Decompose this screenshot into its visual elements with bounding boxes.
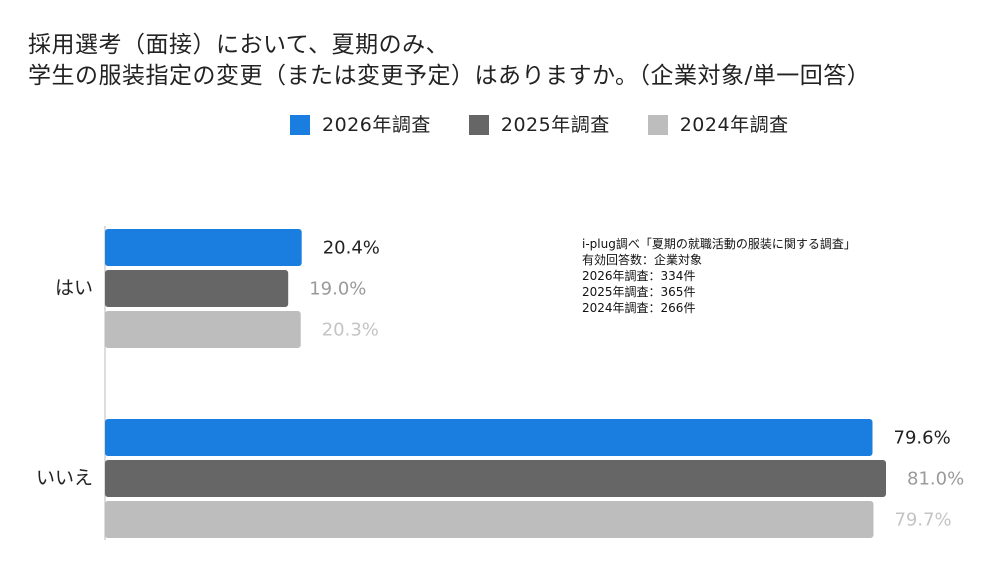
chart-legend: 2026年調査 2025年調査 2024年調査 bbox=[290, 111, 827, 139]
data-label: 81.0% bbox=[907, 469, 964, 490]
data-label: 19.0% bbox=[309, 279, 366, 300]
chart-title-line-2: 学生の服装指定の変更（または変更予定）はありますか。（企業対象/単一回答） bbox=[28, 63, 871, 89]
legend-label-2025: 2025年調査 bbox=[500, 114, 610, 136]
bar-2025-yes bbox=[105, 270, 289, 307]
data-label: 20.4% bbox=[323, 238, 380, 259]
chart-title: 採用選考（面接）において、夏期のみ、 学生の服装指定の変更（または変更予定）はあ… bbox=[28, 30, 968, 92]
bar-2024-no bbox=[105, 501, 874, 538]
bar-2026-yes bbox=[105, 229, 302, 266]
legend-swatch-2025 bbox=[468, 115, 489, 135]
bar-2024-yes bbox=[105, 311, 301, 348]
legend-item-2024: 2024年調査 bbox=[647, 114, 789, 136]
bar-2026-no bbox=[105, 419, 873, 456]
source-note-line: 2026年調査：334件 bbox=[582, 269, 696, 283]
legend-item-2026: 2026年調査 bbox=[290, 114, 431, 136]
data-label: 20.3% bbox=[322, 320, 379, 341]
chart-title-line-1: 採用選考（面接）において、夏期のみ、 bbox=[28, 32, 450, 58]
source-note-line: 2025年調査：365件 bbox=[582, 285, 696, 299]
source-note-line: i-plug調べ「夏期の就職活動の服装に関する調査」 bbox=[582, 237, 856, 251]
category-label: いいえ bbox=[36, 467, 93, 489]
category-label: はい bbox=[55, 277, 93, 299]
data-label: 79.6% bbox=[894, 428, 951, 449]
bar-2025-no bbox=[105, 460, 886, 497]
legend-label-2024: 2024年調査 bbox=[679, 114, 789, 136]
data-label: 79.7% bbox=[894, 510, 951, 531]
legend-item-2025: 2025年調査 bbox=[468, 114, 610, 136]
source-note-line: 2024年調査：266件 bbox=[582, 301, 696, 315]
source-note-line: 有効回答数：企業対象 bbox=[582, 253, 703, 267]
legend-label-2026: 2026年調査 bbox=[322, 114, 431, 136]
source-note: i-plug調べ「夏期の就職活動の服装に関する調査」 有効回答数：企業対象 20… bbox=[582, 236, 856, 316]
legend-swatch-2024 bbox=[647, 115, 668, 135]
legend-swatch-2026 bbox=[290, 115, 310, 135]
